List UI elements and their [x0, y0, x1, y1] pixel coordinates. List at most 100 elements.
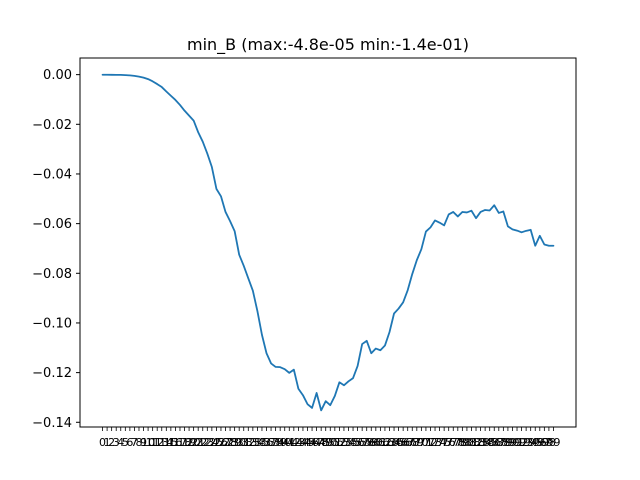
x-tick-label: 94	[524, 436, 538, 449]
x-tick-label: 33	[246, 436, 260, 449]
x-tick-label: 50	[323, 436, 337, 449]
x-tick-label: 53	[337, 436, 351, 449]
x-tick-label: 66	[396, 436, 410, 449]
y-axis: 0.00 −0.02 −0.04 −0.06 −0.08 −0.10 −0.12 −0.14	[32, 68, 80, 431]
x-tick-label: 0	[99, 436, 106, 449]
x-tick-label: 81	[464, 436, 478, 449]
chart-title: min_B (max:-4.8e-05 min:-1.4e-01)	[187, 35, 469, 55]
x-tick-label: 44	[296, 436, 310, 449]
x-tick-label: 52	[332, 436, 346, 449]
y-tick-label: 0.00	[43, 68, 72, 83]
x-tick-label: 15	[164, 436, 178, 449]
x-tick-label: 68	[405, 436, 419, 449]
x-tick-label: 45	[301, 436, 315, 449]
x-tick-label: 65	[392, 436, 406, 449]
x-tick-label: 3	[113, 436, 120, 449]
x-tick-label: 57	[355, 436, 369, 449]
x-tick-label: 72	[423, 436, 437, 449]
x-tick-label: 84	[478, 436, 492, 449]
x-tick-label: 64	[387, 436, 401, 449]
y-tick-label: −0.02	[32, 118, 72, 133]
x-tick-label: 95	[528, 436, 542, 449]
x-tick-label: 91	[510, 436, 524, 449]
y-tick-label: −0.06	[32, 217, 72, 232]
x-tick-label: 2	[108, 436, 115, 449]
x-tick-label: 13	[155, 436, 169, 449]
x-tick-label: 96	[533, 436, 547, 449]
y-tick-label: −0.14	[32, 416, 72, 431]
x-tick-label: 27	[219, 436, 233, 449]
x-tick-label: 62	[378, 436, 392, 449]
series-group	[101, 73, 555, 412]
x-tick-label: 18	[178, 436, 192, 449]
x-tick-label: 19	[182, 436, 196, 449]
x-tick-label: 17	[173, 436, 187, 449]
x-axis: 0123456789101112131415161718192021222324…	[99, 427, 560, 449]
x-tick-label: 34	[250, 436, 264, 449]
x-tick-label: 24	[205, 436, 219, 449]
x-tick-label: 74	[433, 436, 447, 449]
x-tick-label: 93	[519, 436, 533, 449]
x-tick-label: 36	[260, 436, 274, 449]
x-tick-label: 67	[401, 436, 415, 449]
x-tick-label: 99	[546, 436, 560, 449]
y-tick-label: −0.04	[32, 167, 72, 182]
x-tick-label: 54	[341, 436, 355, 449]
x-tick-label: 31	[237, 436, 251, 449]
x-tick-label: 59	[364, 436, 378, 449]
x-tick-label: 1	[104, 436, 111, 449]
x-tick-label: 28	[223, 436, 237, 449]
x-tick-label: 49	[319, 436, 333, 449]
x-tick-label: 35	[255, 436, 269, 449]
x-tick-label: 14	[159, 436, 173, 449]
plot-area	[80, 58, 576, 427]
x-tick-label: 58	[360, 436, 374, 449]
x-tick-label: 4	[117, 436, 124, 449]
x-tick-label: 38	[269, 436, 283, 449]
x-tick-label: 7	[131, 436, 138, 449]
y-tick-label: −0.12	[32, 366, 72, 381]
x-tick-label: 87	[492, 436, 506, 449]
x-tick-label: 63	[382, 436, 396, 449]
x-tick-label: 37	[264, 436, 278, 449]
x-tick-label: 16	[168, 436, 182, 449]
x-tick-label: 78	[451, 436, 465, 449]
x-tick-label: 47	[310, 436, 324, 449]
x-tick-label: 26	[214, 436, 228, 449]
x-tick-label: 8	[135, 436, 142, 449]
x-tick-label: 41	[282, 436, 296, 449]
x-tick-label: 46	[305, 436, 319, 449]
x-tick-label: 76	[442, 436, 456, 449]
x-tick-label: 98	[542, 436, 556, 449]
x-tick-label: 69	[410, 436, 424, 449]
x-tick-label: 5	[122, 436, 129, 449]
y-tick-label: −0.08	[32, 267, 72, 282]
x-tick-label: 86	[487, 436, 501, 449]
x-tick-label: 40	[278, 436, 292, 449]
x-tick-label: 12	[150, 436, 164, 449]
x-tick-label: 23	[200, 436, 214, 449]
x-tick-label: 29	[228, 436, 242, 449]
x-tick-label: 60	[369, 436, 383, 449]
x-tick-label: 85	[483, 436, 497, 449]
x-tick-label: 61	[373, 436, 387, 449]
plot-frame	[79, 57, 577, 428]
x-tick-label: 70	[414, 436, 428, 449]
x-tick-label: 75	[437, 436, 451, 449]
x-tick-label: 88	[496, 436, 510, 449]
x-tick-label: 21	[191, 436, 205, 449]
x-tick-label: 77	[446, 436, 460, 449]
x-tick-label: 11	[146, 436, 160, 449]
x-tick-label: 82	[469, 436, 483, 449]
x-tick-label: 9	[140, 436, 147, 449]
x-tick-label: 22	[196, 436, 210, 449]
x-tick-label: 48	[314, 436, 328, 449]
x-tick-label: 10	[141, 436, 155, 449]
x-tick-label: 90	[505, 436, 519, 449]
x-tick-label: 39	[273, 436, 287, 449]
x-tick-label: 89	[501, 436, 515, 449]
x-tick-label: 71	[419, 436, 433, 449]
x-tick-label: 56	[351, 436, 365, 449]
x-tick-label: 20	[187, 436, 201, 449]
